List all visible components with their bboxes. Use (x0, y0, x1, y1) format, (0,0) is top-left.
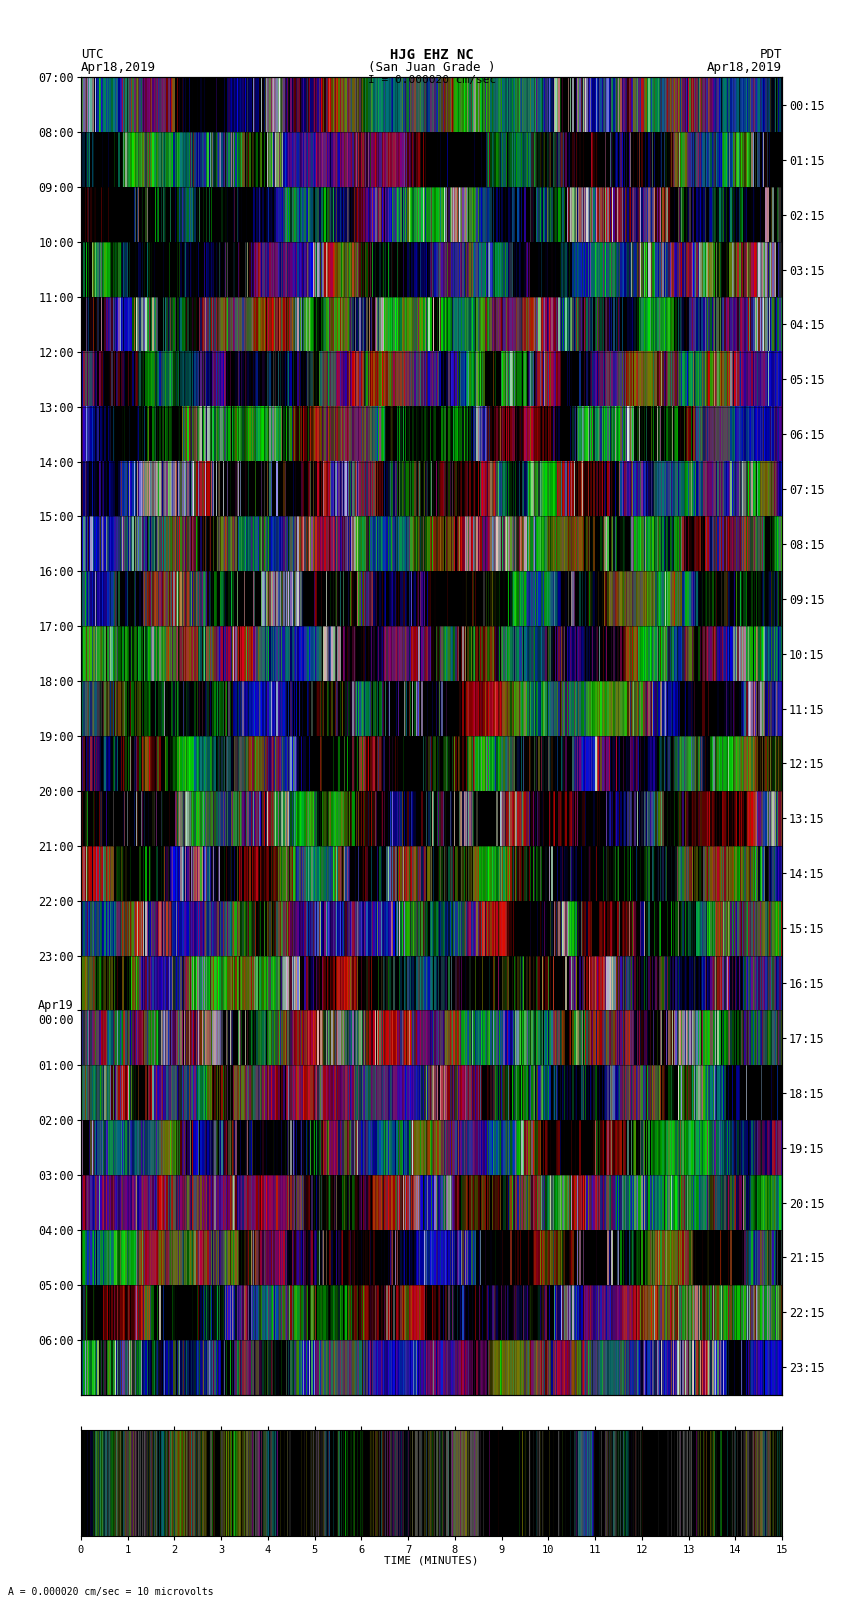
X-axis label: TIME (MINUTES): TIME (MINUTES) (384, 1557, 479, 1566)
Text: I = 0.000020 cm/sec: I = 0.000020 cm/sec (368, 76, 496, 85)
Text: Apr18,2019: Apr18,2019 (81, 61, 156, 74)
Text: UTC: UTC (81, 47, 103, 61)
Text: Apr18,2019: Apr18,2019 (707, 61, 782, 74)
Text: A = 0.000020 cm/sec = 10 microvolts: A = 0.000020 cm/sec = 10 microvolts (8, 1587, 214, 1597)
Text: HJG EHZ NC: HJG EHZ NC (390, 47, 473, 61)
Text: PDT: PDT (760, 47, 782, 61)
Text: (San Juan Grade ): (San Juan Grade ) (368, 61, 496, 74)
